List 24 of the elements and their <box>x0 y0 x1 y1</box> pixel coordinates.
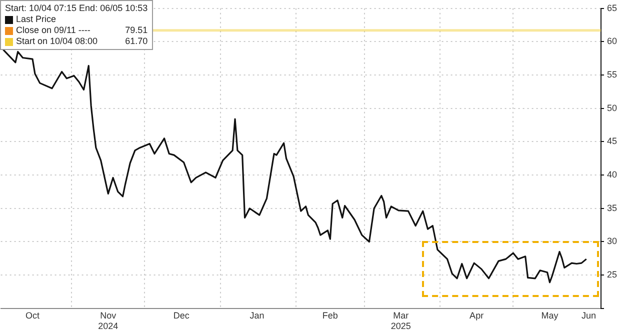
annotation: Start: 10/04 07:15 End: 06/05 10:53 <box>5 3 148 14</box>
x-tick-label: Jun <box>582 310 596 320</box>
y-tick-label: 25 <box>606 270 618 280</box>
annotation: Start on 10/04 08:00 <box>16 36 98 46</box>
x-tick-label: Feb <box>322 310 338 320</box>
y-tick-label: 60 <box>606 36 618 46</box>
y-tick-label: 35 <box>606 202 618 213</box>
x-tick-label: Oct <box>26 310 40 320</box>
y-tick-label: 55 <box>606 70 618 80</box>
x-tick-label: Mar 2025 <box>390 310 411 332</box>
y-tick-label: 65 <box>606 2 618 13</box>
x-tick-label: Dec <box>173 310 190 320</box>
y-tick-label: 45 <box>606 136 618 146</box>
annotation: 61.70 <box>125 36 148 47</box>
x-tick-label: May <box>541 310 559 320</box>
y-tick-label: 30 <box>606 236 618 246</box>
annotation: Close on 09/11 ---- <box>16 25 90 35</box>
y-tick-label: 40 <box>606 170 618 180</box>
annotation: 79.51 <box>125 25 148 36</box>
y-tick-label: 50 <box>606 102 618 113</box>
x-tick-label: Nov 2024 <box>98 310 118 332</box>
x-tick-label: Jan <box>250 310 264 320</box>
legend-label: Last Price <box>16 14 56 24</box>
x-tick-label: Apr <box>470 310 484 320</box>
